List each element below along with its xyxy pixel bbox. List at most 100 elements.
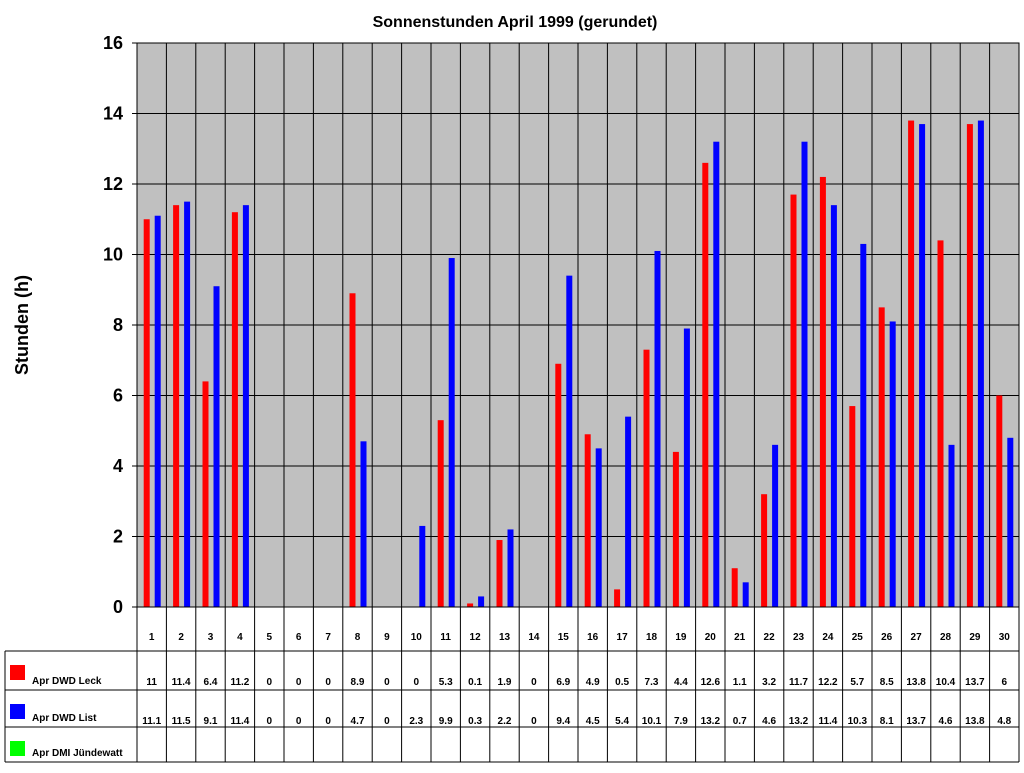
category-label: 3 <box>208 632 214 643</box>
data-label: 12.2 <box>818 677 838 688</box>
category-label: 13 <box>499 632 511 643</box>
data-label: 4.6 <box>939 716 953 727</box>
data-label: 4.8 <box>997 716 1011 727</box>
category-label: 25 <box>852 632 864 643</box>
y-tick-label: 16 <box>103 33 123 53</box>
data-label: 13.7 <box>906 716 926 727</box>
data-label: 5.4 <box>615 716 629 727</box>
data-label: 4.4 <box>674 677 688 688</box>
data-label: 6.9 <box>556 677 570 688</box>
bar-list <box>566 275 573 607</box>
bar-list <box>242 205 249 607</box>
data-label: 0.5 <box>615 677 629 688</box>
data-label: 4.6 <box>762 716 776 727</box>
bar-leck <box>937 240 944 607</box>
category-label: 10 <box>411 632 423 643</box>
data-label: 9.1 <box>204 716 218 727</box>
data-label: 0 <box>414 677 420 688</box>
data-label: 0 <box>296 716 302 727</box>
data-label: 11.7 <box>789 677 808 688</box>
bar-list <box>801 141 808 607</box>
bar-leck <box>908 120 915 608</box>
bar-list <box>448 258 455 607</box>
bar-leck <box>202 381 209 607</box>
legend-swatch <box>10 704 25 719</box>
bar-leck <box>790 194 797 607</box>
bar-list <box>772 444 779 607</box>
y-tick-label: 14 <box>103 104 123 124</box>
data-label: 0 <box>531 716 537 727</box>
bar-list <box>889 321 896 607</box>
data-label: 8.1 <box>880 716 894 727</box>
data-table: 1 2 3 4 5 6 7 8 9 10 11 12 13 14 15 16 17 18 19 20 21 22 23 24 2… <box>4 606 1020 763</box>
bar-leck <box>467 603 474 607</box>
data-label: 8.9 <box>351 677 365 688</box>
data-label: 3.2 <box>762 677 776 688</box>
bar-leck <box>761 494 768 607</box>
category-label: 27 <box>911 632 923 643</box>
category-label: 19 <box>675 632 687 643</box>
data-label: 7.3 <box>645 677 659 688</box>
category-label: 26 <box>881 632 893 643</box>
bar-leck <box>614 589 621 607</box>
category-label: 14 <box>528 632 540 643</box>
category-label: 21 <box>734 632 746 643</box>
data-label: 11.1 <box>142 716 161 727</box>
data-label: 0 <box>325 677 331 688</box>
data-label: 4.5 <box>586 716 600 727</box>
bar-leck <box>996 395 1003 607</box>
data-label: 2.2 <box>498 716 512 727</box>
y-tick-label: 6 <box>113 386 123 406</box>
data-label: 10.3 <box>848 716 868 727</box>
bar-list <box>830 205 837 607</box>
y-tick-label: 4 <box>113 456 123 476</box>
data-label: 1.1 <box>733 677 747 688</box>
category-label: 6 <box>296 632 302 643</box>
data-label: 11.4 <box>818 716 837 727</box>
data-label: 0.1 <box>468 677 482 688</box>
data-label: 8.5 <box>880 677 894 688</box>
data-label: 0 <box>267 716 273 727</box>
legend-label: Apr DMI Jündewatt <box>32 748 123 759</box>
category-label: 8 <box>355 632 361 643</box>
data-label: 10.1 <box>642 716 662 727</box>
data-label: 1.9 <box>498 677 512 688</box>
data-label: 6.4 <box>204 677 218 688</box>
data-label: 4.7 <box>351 716 365 727</box>
data-label: 0 <box>531 677 537 688</box>
data-label: 6 <box>1002 677 1008 688</box>
data-label: 0 <box>267 677 273 688</box>
y-axis-label: Stunden (h) <box>12 275 32 375</box>
data-label: 12.6 <box>701 677 721 688</box>
bar-list <box>419 525 426 607</box>
data-label: 11.4 <box>172 677 191 688</box>
bar-list <box>625 416 632 607</box>
bar-leck <box>878 307 885 607</box>
bar-list <box>184 201 191 607</box>
bar-leck <box>584 434 591 607</box>
data-label: 7.9 <box>674 716 688 727</box>
bar-list <box>683 328 690 607</box>
category-label: 11 <box>440 632 451 643</box>
bar-list <box>713 141 720 607</box>
bar-leck <box>231 212 238 607</box>
category-label: 4 <box>237 632 243 643</box>
bar-leck <box>672 451 679 607</box>
data-label: 5.7 <box>850 677 864 688</box>
y-tick-label: 2 <box>113 527 123 547</box>
data-label: 9.4 <box>556 716 570 727</box>
bar-leck <box>173 205 180 607</box>
legend-label: Apr DWD List <box>32 713 97 724</box>
bar-leck <box>437 420 444 607</box>
category-label: 29 <box>969 632 981 643</box>
bar-leck <box>555 363 562 607</box>
category-label: 28 <box>940 632 952 643</box>
bar-list <box>595 448 602 607</box>
data-label: 13.2 <box>701 716 721 727</box>
category-label: 18 <box>646 632 658 643</box>
plot-area: 0 2 4 6 8 10 12 14 16 <box>103 33 1020 617</box>
category-label: 17 <box>617 632 629 643</box>
data-label: 11 <box>146 677 157 688</box>
y-tick-label: 10 <box>103 245 123 265</box>
bar-leck <box>702 162 709 607</box>
